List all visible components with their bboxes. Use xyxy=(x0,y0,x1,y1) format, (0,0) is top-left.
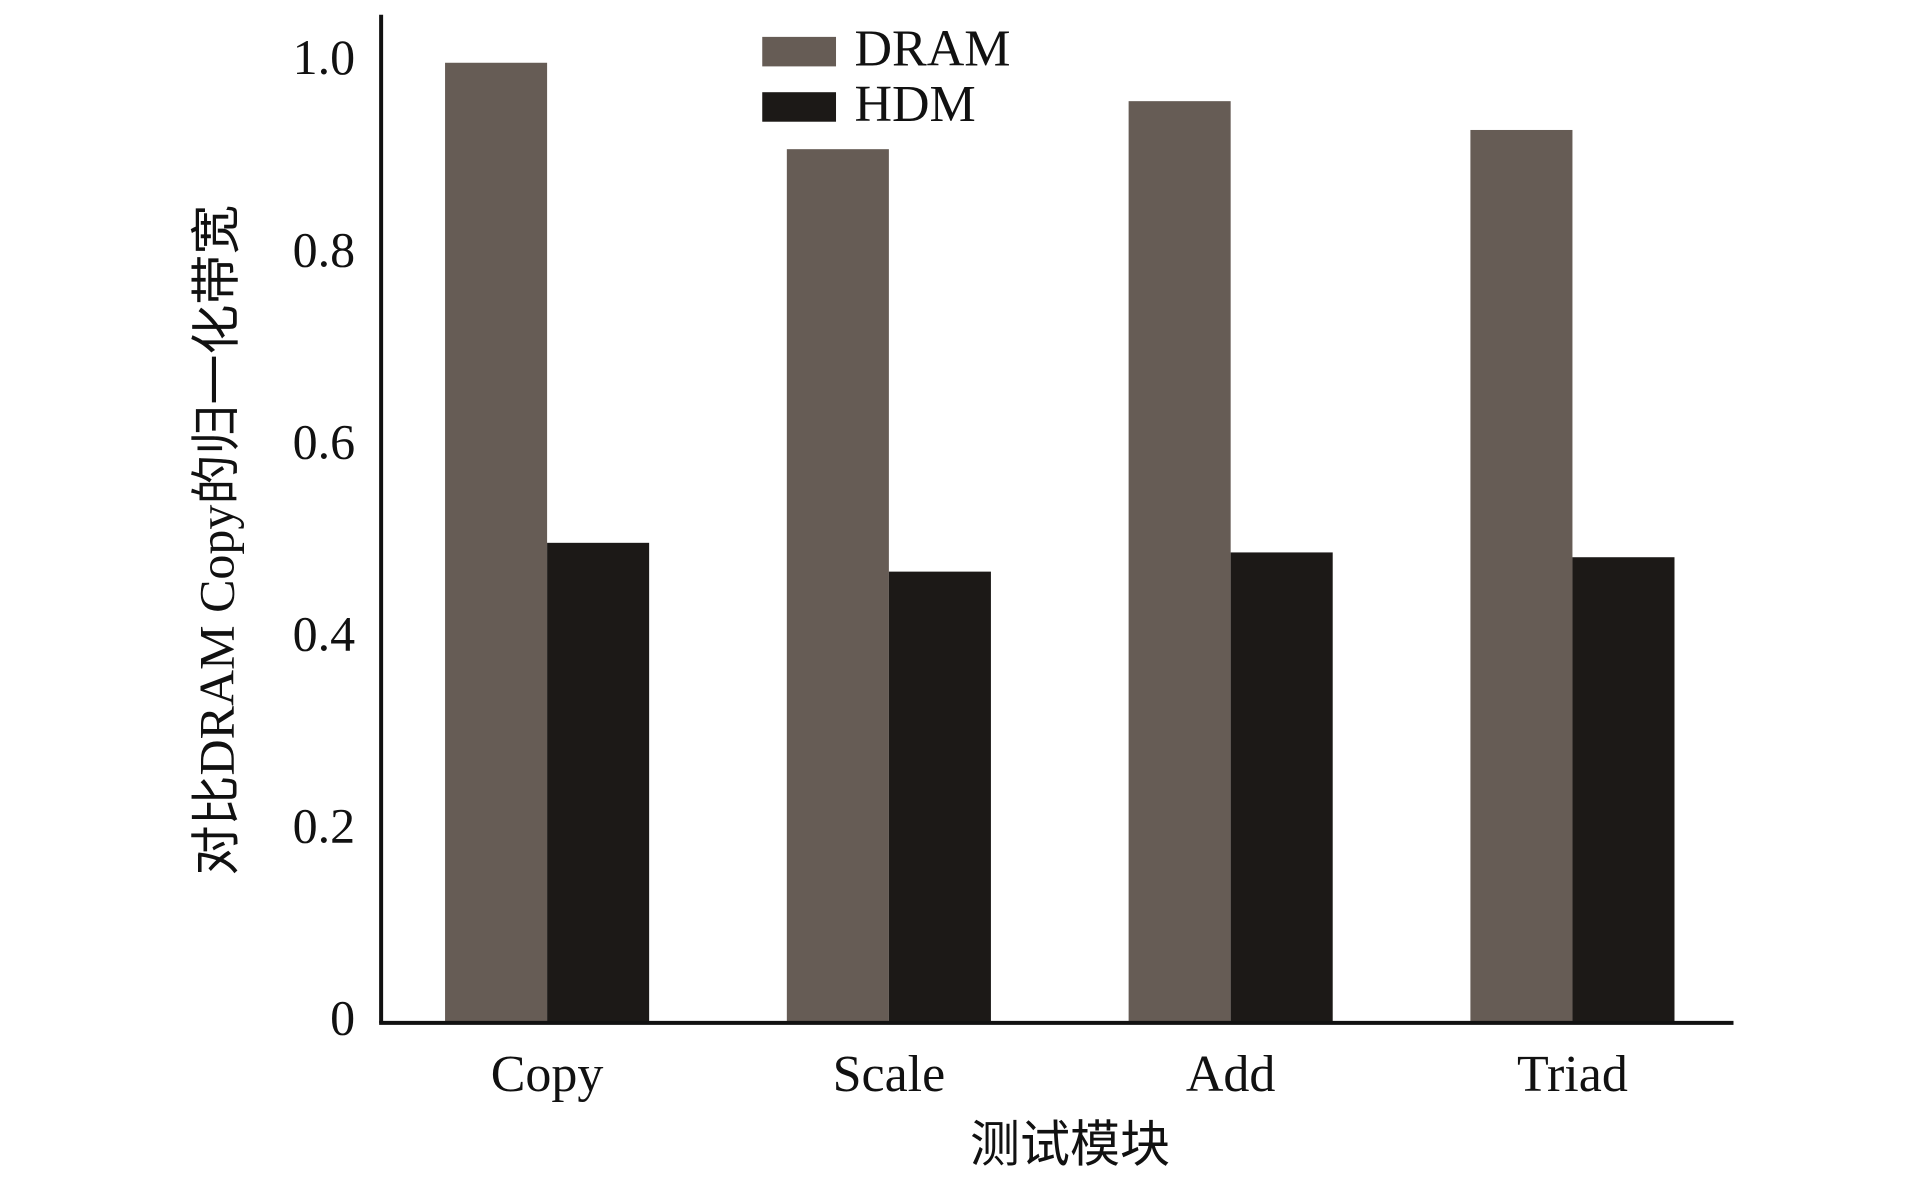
y-tick-label: 1.0 xyxy=(293,29,356,85)
legend-swatch xyxy=(762,36,837,67)
y-tick-label: 0.6 xyxy=(293,413,356,469)
bar xyxy=(1470,129,1573,1023)
legend-label: HDM xyxy=(854,76,975,133)
y-axis-label: 对比DRAM Copy的归一化带宽 xyxy=(188,205,244,876)
bar xyxy=(1572,557,1675,1023)
bar xyxy=(786,149,889,1023)
x-tick-label: Triad xyxy=(1517,1046,1628,1103)
legend-label: DRAM xyxy=(854,21,1010,78)
y-tick-label: 0.8 xyxy=(293,221,356,277)
y-tick-label: 0 xyxy=(330,989,355,1045)
bar xyxy=(1230,552,1333,1023)
bar xyxy=(1128,101,1231,1023)
x-tick-label: Scale xyxy=(833,1046,946,1103)
bar xyxy=(547,542,650,1023)
y-tick-label: 0.2 xyxy=(293,797,356,853)
x-axis-label: 测试模块 xyxy=(970,1116,1170,1172)
x-tick-label: Add xyxy=(1186,1046,1276,1103)
y-tick-label: 0.4 xyxy=(293,605,356,661)
x-tick-label: Copy xyxy=(491,1046,604,1103)
legend-swatch xyxy=(762,92,837,122)
bar xyxy=(888,571,991,1023)
bar xyxy=(445,62,548,1023)
